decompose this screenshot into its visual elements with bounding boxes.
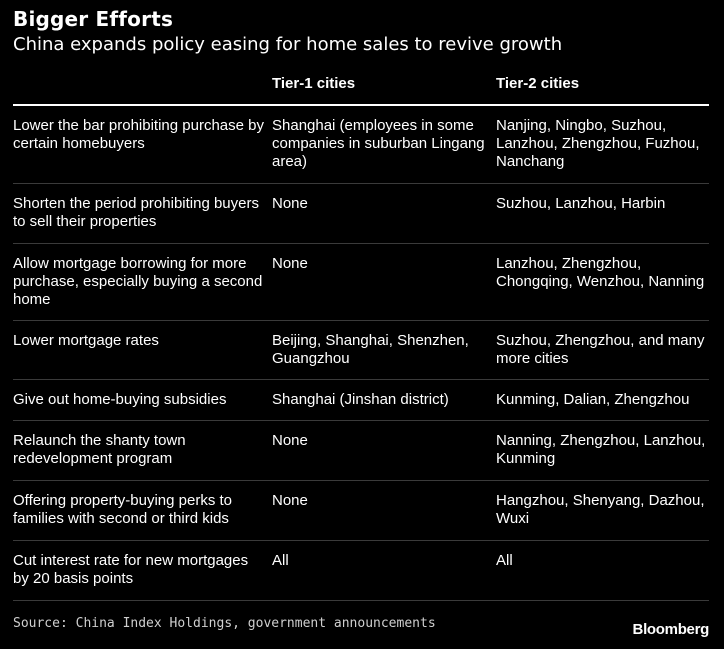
tier1-cities-cell: All	[272, 552, 289, 569]
policy-cell: Cut interest rate for new mortgages by 2…	[13, 552, 249, 587]
table-row: Allow mortgage borrowing for more purcha…	[13, 244, 709, 321]
table-row: Lower mortgage rates Beijing, Shanghai, S…	[13, 321, 709, 380]
column-header-tier1: Tier-1 cities	[272, 75, 356, 92]
table-row: Shorten the period prohibiting buyers to…	[13, 184, 709, 244]
table-row: Lower the bar prohibiting purchase by ce…	[13, 106, 709, 184]
table-row: Cut interest rate for new mortgages by 2…	[13, 541, 709, 601]
tier1-cities-cell: None	[272, 432, 308, 449]
row-divider	[13, 540, 709, 541]
chart-subtitle: China expands policy easing for home sal…	[13, 34, 563, 55]
tier1-cities-cell: Shanghai (Jinshan district)	[272, 391, 449, 408]
tier2-cities-cell: Nanning, Zhengzhou, Lanzhou, Kunming	[496, 432, 706, 467]
tier2-cities-cell: Lanzhou, Zhengzhou, Chongqing, Wenzhou, …	[496, 255, 705, 290]
tier2-cities-cell: Suzhou, Lanzhou, Harbin	[496, 195, 666, 212]
table-row: Give out home-buying subsidies Shanghai (…	[13, 380, 709, 421]
row-divider	[13, 320, 709, 321]
policy-cell: Offering property-buying perks to famili…	[13, 492, 233, 527]
tier2-cities-cell: Nanjing, Ningbo, Suzhou, Lanzhou, Zhengz…	[496, 117, 700, 170]
chart-title: Bigger Efforts	[13, 7, 174, 31]
bloomberg-logo: Bloomberg	[632, 621, 710, 638]
source-note: Source: China Index Holdings, government…	[13, 616, 436, 631]
tier2-cities-cell: All	[496, 552, 513, 569]
policy-cell: Give out home-buying subsidies	[13, 391, 227, 408]
row-divider	[13, 183, 709, 184]
row-divider	[13, 600, 709, 601]
tier1-cities-cell: Beijing, Shanghai, Shenzhen, Guangzhou	[272, 332, 469, 367]
row-divider	[13, 420, 709, 421]
tier2-cities-cell: Kunming, Dalian, Zhengzhou	[496, 391, 690, 408]
table-row: Offering property-buying perks to famili…	[13, 481, 709, 541]
row-divider	[13, 379, 709, 380]
row-divider	[13, 480, 709, 481]
header-divider	[13, 104, 709, 106]
row-divider	[13, 243, 709, 244]
tier1-cities-cell: None	[272, 255, 308, 272]
tier1-cities-cell: None	[272, 195, 308, 212]
policy-cell: Relaunch the shanty town redevelopment p…	[13, 432, 186, 467]
tier2-cities-cell: Hangzhou, Shenyang, Dazhou, Wuxi	[496, 492, 705, 527]
tier1-cities-cell: None	[272, 492, 308, 509]
tier1-cities-cell: Shanghai (employees in some companies in…	[272, 117, 485, 170]
column-header-tier2: Tier-2 cities	[496, 75, 580, 92]
policy-cell: Lower the bar prohibiting purchase by ce…	[13, 117, 264, 152]
tier2-cities-cell: Suzhou, Zhengzhou, and many more cities	[496, 332, 705, 367]
policy-cell: Lower mortgage rates	[13, 332, 159, 349]
policy-cell: Allow mortgage borrowing for more purcha…	[13, 255, 263, 308]
policy-cell: Shorten the period prohibiting buyers to…	[13, 195, 259, 230]
table-row: Relaunch the shanty town redevelopment p…	[13, 421, 709, 481]
